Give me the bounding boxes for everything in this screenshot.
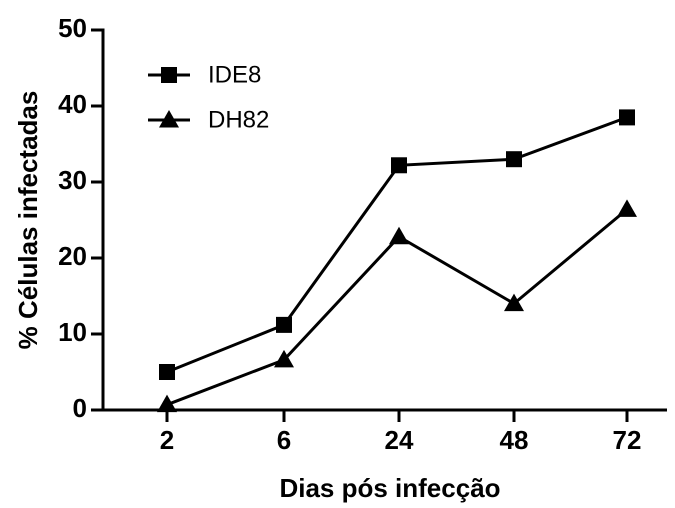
y-tick-label: 0 [73,393,87,423]
y-tick-label: 20 [58,241,87,271]
legend-label: IDE8 [208,61,261,88]
x-tick-label: 72 [613,425,642,455]
y-axis-label: % Células infectadas [13,91,43,350]
x-tick-label: 2 [160,425,174,455]
data-point [619,109,635,126]
y-tick-label: 30 [58,165,87,195]
x-tick-label: 6 [277,425,291,455]
x-axis-label: Dias pós infecção [279,473,500,503]
x-tick-label: 24 [385,425,414,455]
legend-marker [161,67,177,83]
data-point [276,316,292,333]
y-tick-label: 10 [58,317,87,347]
data-point [159,364,175,380]
y-tick-label: 50 [58,13,87,43]
series-line [166,115,628,374]
data-point [504,293,524,312]
data-point [157,394,177,413]
data-point [506,151,522,168]
data-point [391,157,407,174]
data-point [617,199,637,217]
data-point [389,226,409,245]
legend-marker [159,110,179,128]
x-tick-label: 48 [500,425,529,455]
legend-label: DH82 [208,106,269,133]
data-point [274,349,294,368]
y-tick-label: 40 [58,89,87,119]
